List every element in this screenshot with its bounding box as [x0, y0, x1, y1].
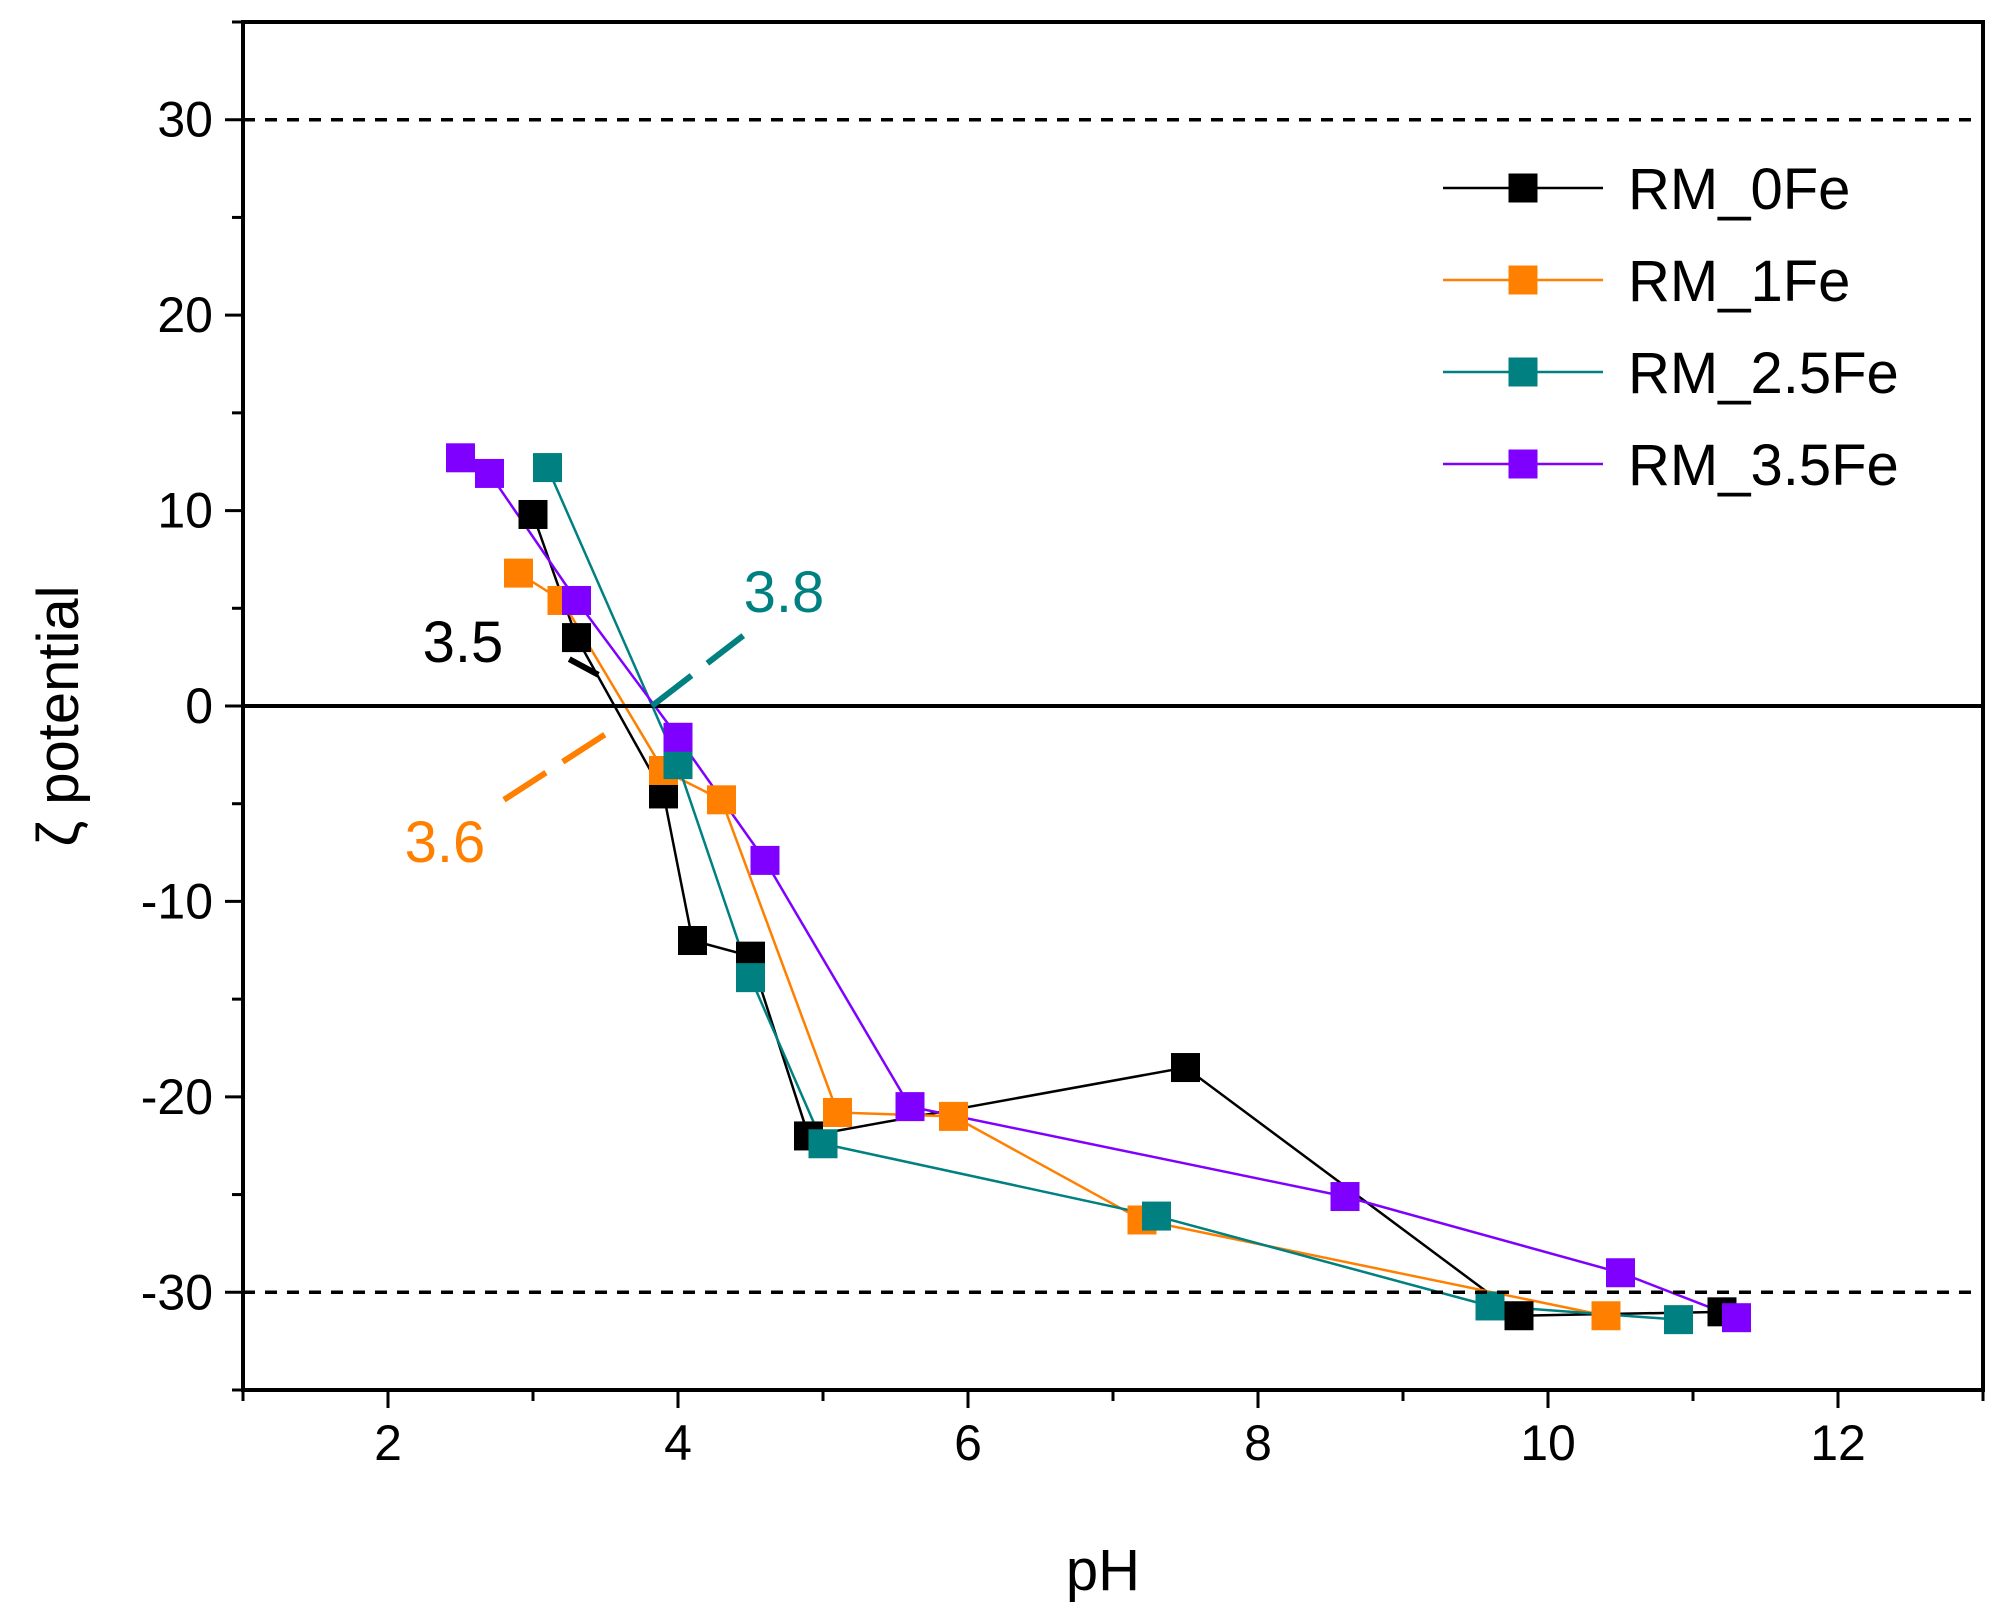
legend-item: RM_1Fe	[1443, 249, 1850, 314]
data-point	[823, 1097, 852, 1127]
series-markers-RM_3.5Fe	[446, 443, 1751, 1333]
legend-marker	[1508, 357, 1538, 387]
x-tick-label: 8	[1244, 1415, 1272, 1471]
series-RM_2.5Fe	[546, 467, 1679, 1321]
annotation-label-3.6: 3.6	[405, 810, 486, 875]
legend-label: RM_1Fe	[1628, 249, 1850, 314]
data-point	[533, 453, 562, 483]
series-RM_0Fe	[531, 514, 1723, 1317]
legend-item: RM_0Fe	[1443, 157, 1850, 222]
series-line-RM_3.5Fe	[459, 456, 1737, 1319]
legend-marker	[1508, 173, 1538, 203]
data-point	[1504, 1301, 1534, 1331]
annotation-label-3.8: 3.8	[744, 560, 825, 625]
data-point	[1475, 1291, 1505, 1321]
legend-item: RM_3.5Fe	[1443, 433, 1899, 498]
legend-label: RM_3.5Fe	[1628, 433, 1899, 498]
plot-area	[446, 443, 1751, 1335]
x-axis-label: pH	[1066, 1538, 1140, 1603]
legend-marker	[1508, 265, 1538, 295]
y-tick-label: 10	[157, 483, 213, 539]
data-point	[750, 845, 780, 875]
data-point	[808, 1129, 838, 1159]
data-point	[562, 623, 591, 653]
annotation-leader-3.8	[650, 633, 746, 709]
x-tick-label: 10	[1520, 1415, 1576, 1471]
series-markers-RM_0Fe	[518, 499, 1737, 1331]
legend-marker	[1508, 449, 1538, 479]
legend-label: RM_0Fe	[1628, 157, 1850, 222]
data-point	[518, 499, 548, 529]
y-tick-label: 30	[157, 92, 213, 148]
data-point	[939, 1101, 968, 1131]
x-tick-label: 12	[1810, 1415, 1866, 1471]
series-line-RM_2.5Fe	[546, 467, 1679, 1321]
annotation-leader-3.6	[502, 726, 615, 803]
legend: RM_0Fe RM_1Fe RM_2.5Fe RM_3.5Fe	[1443, 157, 1899, 498]
y-tick-label: -10	[141, 873, 213, 929]
data-point	[1664, 1305, 1693, 1335]
data-point	[1722, 1303, 1751, 1333]
data-point	[504, 558, 533, 588]
data-point	[562, 585, 591, 615]
x-tick-label: 4	[664, 1415, 692, 1471]
data-point	[663, 750, 693, 780]
y-tick-label: 0	[185, 678, 213, 734]
data-point	[1591, 1301, 1621, 1331]
y-tick-label: -20	[141, 1069, 213, 1125]
data-point	[1142, 1201, 1171, 1231]
data-point	[678, 926, 707, 956]
y-axis-label: ζ potential	[26, 586, 91, 847]
data-point	[895, 1092, 925, 1122]
data-point	[1606, 1258, 1635, 1288]
legend-item: RM_2.5Fe	[1443, 341, 1899, 406]
x-tick-label: 2	[374, 1415, 402, 1471]
annotation-leader-3.5	[567, 656, 600, 678]
series-markers-RM_1Fe	[504, 558, 1621, 1331]
data-point	[446, 443, 475, 473]
data-point	[707, 785, 736, 815]
series-line-RM_0Fe	[531, 514, 1723, 1317]
series-markers-RM_2.5Fe	[533, 453, 1693, 1335]
data-point	[1171, 1053, 1200, 1083]
data-point	[1330, 1182, 1360, 1212]
annotation-label-3.5: 3.5	[423, 610, 504, 675]
data-point	[736, 963, 765, 993]
legend-label: RM_2.5Fe	[1628, 341, 1899, 406]
series-RM_3.5Fe	[459, 456, 1737, 1319]
data-point	[475, 458, 504, 488]
data-point	[663, 722, 693, 752]
y-tick-label: 20	[157, 287, 213, 343]
y-tick-label: -30	[141, 1264, 213, 1320]
x-tick-label: 6	[954, 1415, 982, 1471]
